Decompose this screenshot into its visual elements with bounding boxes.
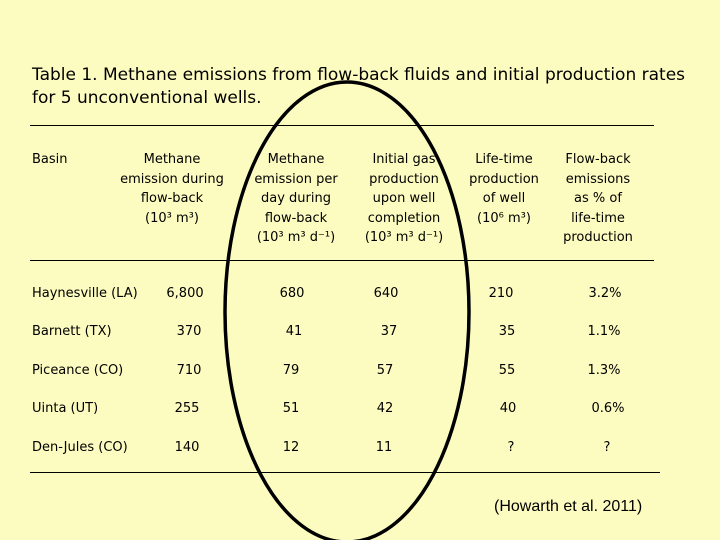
- basin-name: Piceance (CO): [32, 363, 124, 378]
- citation: (Howarth et al. 2011): [494, 498, 643, 515]
- table-cell: 42: [376, 401, 394, 416]
- basin-name: Haynesville (LA): [32, 286, 138, 301]
- header-line: production: [369, 171, 439, 187]
- table-cell: 1.1%: [587, 324, 621, 339]
- header-line: Flow-back: [565, 152, 631, 167]
- header-basin: Basin: [32, 150, 68, 170]
- table-cell: 370: [176, 324, 202, 339]
- table-cell: 210: [488, 286, 514, 301]
- header-line: Initial gas: [372, 152, 436, 167]
- basin-name: Uinta (UT): [32, 401, 99, 416]
- header-methane-flowback: Methane emission during flow-back (10³ m…: [110, 150, 234, 228]
- table-cell: 680: [279, 286, 305, 301]
- basin-name: Den-Jules (CO): [32, 440, 128, 455]
- header-line: (10⁶ m³): [477, 210, 531, 226]
- table-cell: 40: [499, 401, 517, 416]
- table-title: Table 1. Methane emissions from flow-bac…: [32, 65, 686, 108]
- table-cell: 1.3%: [587, 363, 621, 378]
- basin-name: Barnett (TX): [32, 324, 112, 339]
- header-line: of well: [482, 191, 526, 206]
- table-cell: 37: [380, 324, 398, 339]
- header-line: Life-time: [475, 152, 533, 167]
- table-cell: 55: [498, 363, 516, 378]
- table-cell: 11: [375, 440, 393, 455]
- table-cell: 710: [176, 363, 202, 378]
- table-cell: 79: [282, 363, 300, 378]
- table-cell: 0.6%: [591, 401, 625, 416]
- header-line: (10³ m³ d⁻¹): [256, 230, 336, 245]
- table-cell: 35: [498, 324, 516, 339]
- header-line: emissions: [565, 171, 631, 187]
- header-line: (10³ m³ d⁻¹): [364, 230, 444, 245]
- bottom-rule: [30, 472, 660, 473]
- header-line: production: [563, 230, 633, 245]
- header-flowback-percent: Flow-back emissions as % of life-time pr…: [552, 150, 644, 248]
- header-methane-per-day: Methane emission per day during flow-bac…: [244, 150, 348, 248]
- table-cell: 255: [174, 401, 200, 416]
- header-line: (10³ m³): [145, 210, 199, 226]
- header-line: life-time: [571, 210, 625, 226]
- table-cell: ?: [507, 440, 515, 455]
- header-line: day during: [261, 191, 331, 206]
- table-cell: 140: [174, 440, 200, 455]
- header-line: as % of: [574, 191, 622, 206]
- table-cell: ?: [603, 440, 611, 455]
- header-initial-gas: Initial gas production upon well complet…: [354, 150, 454, 248]
- header-line: emission per: [254, 171, 338, 187]
- header-line: production: [469, 171, 539, 187]
- header-basin-line: Basin: [32, 152, 68, 167]
- table-cell: 640: [373, 286, 399, 301]
- header-line: upon well: [372, 191, 436, 206]
- header-line: flow-back: [140, 191, 204, 206]
- table-cell: 3.2%: [588, 286, 622, 301]
- table-cell: 41: [285, 324, 303, 339]
- top-rule: [30, 125, 654, 126]
- table-cell: 57: [376, 363, 394, 378]
- header-line: emission during: [120, 171, 224, 187]
- table-cell: 12: [282, 440, 300, 455]
- header-line: Methane: [143, 152, 201, 167]
- header-lifetime: Life-time production of well (10⁶ m³): [460, 150, 548, 228]
- table-cell: 6,800: [166, 286, 204, 301]
- header-line: Methane: [267, 152, 325, 167]
- header-line: completion: [367, 210, 441, 226]
- header-line: flow-back: [264, 210, 328, 226]
- table-cell: 51: [282, 401, 300, 416]
- header-rule: [30, 260, 654, 261]
